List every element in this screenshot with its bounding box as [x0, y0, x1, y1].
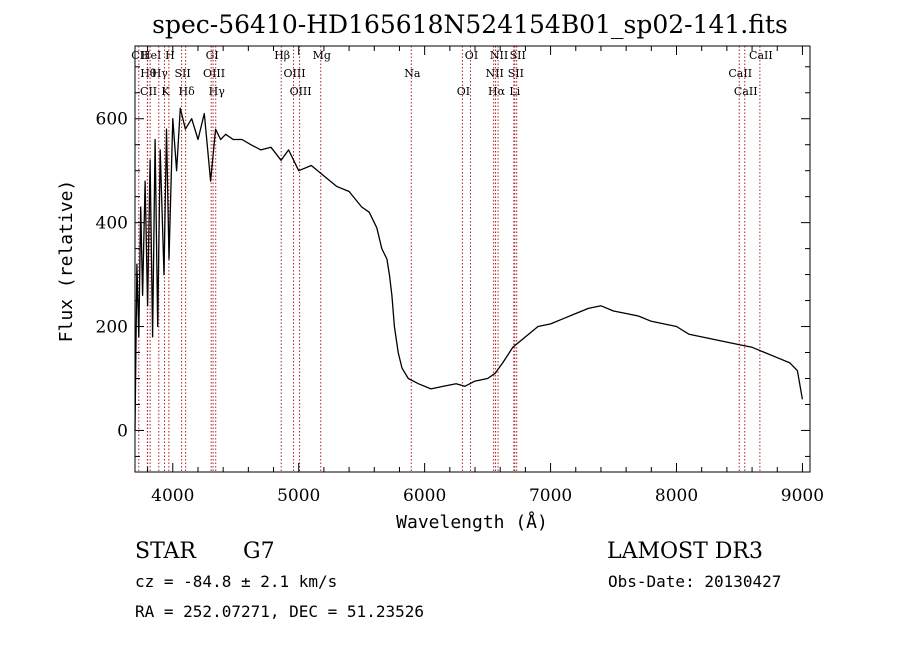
y-tick-label: 400 — [96, 214, 128, 234]
emission-line-label: OI — [465, 49, 478, 62]
survey-name: LAMOST DR3 — [607, 539, 763, 564]
obs-date: Obs-Date: 20130427 — [608, 572, 782, 591]
emission-line-label: CII — [140, 85, 157, 98]
chart-title: spec-56410-HD165618N524154B01_sp02-141.f… — [152, 10, 788, 39]
emission-line-label: Hδ — [179, 85, 196, 98]
emission-line-label: K — [161, 85, 170, 98]
emission-line-label: Hγ — [209, 85, 226, 98]
emission-line-label: OIII — [290, 85, 312, 98]
emission-line-label: Na — [404, 67, 421, 80]
emission-line-label: CaII — [749, 49, 773, 62]
emission-line-label: NII — [490, 49, 508, 62]
coordinates: RA = 252.07271, DEC = 51.23526 — [135, 602, 424, 621]
object-class: STAR — [135, 539, 196, 564]
x-tick-label: 5000 — [277, 486, 320, 506]
y-tick-label: 600 — [96, 110, 128, 130]
emission-line-label: CaII — [734, 85, 758, 98]
emission-line-label: CaII — [728, 67, 752, 80]
emission-line-label: OIII — [203, 67, 225, 80]
emission-line-label: CII — [131, 49, 148, 62]
emission-line-label: SII — [174, 67, 190, 80]
x-tick-label: 8000 — [655, 486, 698, 506]
spectrum-line — [134, 107, 804, 431]
x-tick-label: 9000 — [781, 486, 824, 506]
emission-line-label: OI — [457, 85, 470, 98]
emission-line-label: Mg — [313, 49, 331, 62]
emission-line-label: Hγ — [152, 67, 169, 80]
emission-line-label: Hβ — [274, 49, 290, 62]
emission-line-label: Hθ — [140, 67, 157, 80]
y-axis-label: Flux (relative) — [56, 180, 77, 343]
plot-frame — [134, 45, 811, 473]
y-tick-label: 0 — [117, 421, 128, 441]
emission-line-label: GI — [206, 49, 219, 62]
emission-line-label: SII — [508, 67, 524, 80]
x-tick-label: 4000 — [151, 486, 194, 506]
emission-lines-layer: CIIHθCIIHeIHγKHSIIHδGIOIIIHγHβOIIIOIIIMg… — [131, 46, 773, 472]
object-subclass: G7 — [243, 539, 275, 564]
emission-line-label: SII — [510, 49, 526, 62]
x-axis-label: Wavelength (Å) — [396, 511, 548, 533]
emission-line-label: OIII — [284, 67, 306, 80]
y-tick-label: 200 — [96, 318, 128, 338]
emission-line-label: Hα — [488, 85, 506, 98]
x-tick-label: 7000 — [529, 486, 572, 506]
x-tick-label: 6000 — [403, 486, 446, 506]
emission-line-label: NII — [485, 67, 503, 80]
emission-line-label: H — [165, 49, 175, 62]
emission-line-label: HeI — [141, 49, 161, 62]
redshift-info: cz = -84.8 ± 2.1 km/s — [135, 572, 338, 591]
emission-line-label: Li — [509, 85, 520, 98]
spectrum-series-layer — [134, 107, 804, 431]
axes-layer: 4000 5000 6000 7000 8000 9000 0 200 400 600 — [96, 46, 824, 506]
